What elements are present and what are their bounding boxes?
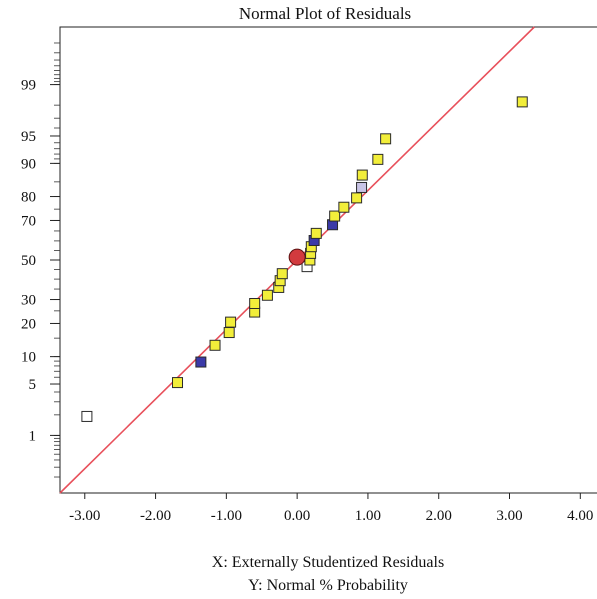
data-point — [261, 289, 273, 301]
data-point — [223, 327, 235, 339]
x-tick-label: 3.00 — [496, 508, 522, 524]
data-point — [276, 268, 288, 280]
chart-title: Normal Plot of Residuals — [239, 4, 411, 23]
data-point — [372, 153, 384, 165]
y-tick-label: 95 — [21, 129, 36, 145]
y-tick-label: 5 — [29, 377, 37, 393]
x-axis-title: X: Externally Studentized Residuals — [212, 554, 444, 571]
data-point — [351, 192, 363, 204]
data-point — [356, 169, 368, 181]
x-tick-label: 1.00 — [355, 508, 381, 524]
y-tick-label: 70 — [21, 213, 36, 229]
y-tick-label: 50 — [21, 253, 36, 269]
data-point — [81, 410, 93, 422]
y-tick-label: 99 — [21, 78, 36, 94]
y-tick-label: 90 — [21, 156, 36, 172]
y-tick-label: 10 — [21, 350, 36, 366]
data-point — [380, 133, 392, 145]
data-point — [209, 339, 221, 351]
x-tick-label: 0.00 — [284, 508, 310, 524]
data-point — [310, 227, 322, 239]
x-tick-label: -2.00 — [140, 508, 171, 524]
y-axis: 1 5 10 20 30 50 70 80 90 95 99 — [21, 78, 60, 444]
plot-frame — [59, 26, 597, 494]
highlighted-point — [288, 248, 306, 266]
plot-area — [59, 26, 597, 494]
data-point — [172, 377, 184, 389]
y-axis-title: Y: Normal % Probability — [248, 577, 408, 594]
data-point — [338, 201, 350, 213]
x-tick-label: 2.00 — [426, 508, 452, 524]
data-point — [516, 96, 528, 108]
data-point — [329, 210, 341, 222]
x-tick-label: -1.00 — [211, 508, 242, 524]
data-points — [81, 96, 528, 422]
y-tick-label: 30 — [21, 293, 36, 309]
x-axis: -3.00 -2.00 -1.00 0.00 1.00 2.00 3.00 4.00 — [69, 493, 593, 524]
data-point — [195, 356, 207, 368]
y-tick-label: 80 — [21, 190, 36, 206]
x-tick-label: 4.00 — [567, 508, 593, 524]
data-point — [249, 297, 261, 309]
x-tick-label: -3.00 — [69, 508, 100, 524]
data-point — [225, 316, 237, 328]
y-tick-label: 1 — [29, 428, 37, 444]
data-point — [356, 181, 368, 193]
y-tick-label: 20 — [21, 316, 36, 332]
